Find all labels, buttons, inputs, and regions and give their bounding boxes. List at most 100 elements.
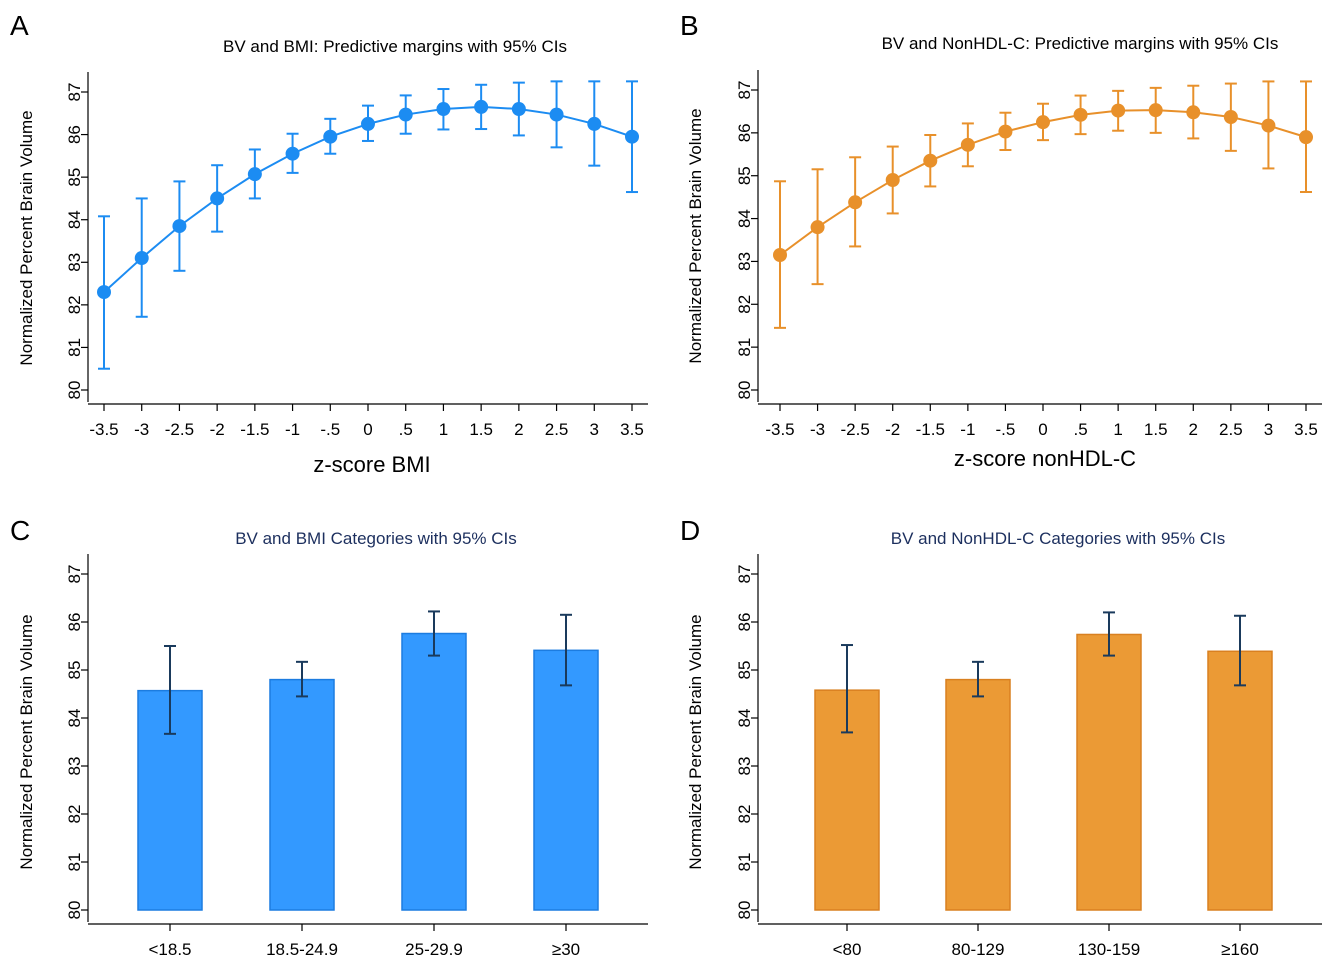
chart-b-xtick-label: -.5 (996, 420, 1016, 439)
chart-b-ytick-label: 83 (735, 252, 754, 271)
chart-a-point (511, 102, 526, 117)
chart-b-xtick-label: -2 (885, 420, 900, 439)
panel-letter-c: C (10, 515, 30, 546)
chart-c-ytick-label: 80 (65, 901, 84, 920)
chart-a-point (474, 99, 489, 114)
chart-b-point (1261, 118, 1276, 133)
chart-d-ytick-label: 84 (735, 709, 754, 728)
chart-b-xtick-label: 1 (1113, 420, 1122, 439)
chart-a-point (172, 219, 187, 234)
chart-d-plot: 80 81 82 83 84 85 86 87 <80 80-129 130-159 ≥160 (735, 554, 1322, 959)
chart-b-point (810, 220, 825, 235)
chart-a-xtick-label: -.5 (320, 420, 340, 439)
chart-a-ytick-label: 83 (65, 253, 84, 272)
chart-b-ytick-label: 85 (735, 166, 754, 185)
chart-a-xtick-label: .5 (399, 420, 413, 439)
chart-b-point (1223, 110, 1238, 124)
chart-c-ytick-label: 87 (65, 565, 84, 584)
chart-d-bar (1076, 633, 1142, 911)
chart-c-ytick-label: 82 (65, 805, 84, 824)
chart-b-point (923, 153, 938, 168)
chart-b-plot: 80 81 82 83 84 85 86 87 -3.5 -3 -2.5 -2 -1.5 -1 -.5 0 .5… (735, 70, 1322, 439)
chart-a-ytick-label: 82 (65, 295, 84, 314)
chart-a-xlabel: z-score BMI (313, 452, 430, 477)
chart-a-xtick-label: -3.5 (89, 420, 118, 439)
chart-a-ytick-label: 81 (65, 338, 84, 357)
chart-c-plot: 80 81 82 83 84 85 86 87 <18.5 18.5-24.9 25-29.9 ≥30 (65, 554, 648, 959)
chart-a-xtick-label: 1.5 (469, 420, 493, 439)
chart-b-ytick-label: 84 (735, 209, 754, 228)
chart-a-xtick-label: 3.5 (620, 420, 644, 439)
chart-d-ylabel: Normalized Percent Brain Volume (686, 614, 705, 869)
chart-b-xtick-label: -3 (810, 420, 825, 439)
chart-a-xtick-label: -2.5 (165, 420, 194, 439)
chart-d-ytick-label: 85 (735, 661, 754, 680)
chart-a-xtick-label: -3 (134, 420, 149, 439)
chart-d-category-label: ≥160 (1221, 940, 1259, 959)
chart-c-category-label: <18.5 (148, 940, 191, 959)
chart-c-ytick-label: 86 (65, 613, 84, 632)
chart-b-point (998, 124, 1013, 139)
chart-b-xtick-label: 2 (1189, 420, 1198, 439)
chart-a-xtick-label: 2.5 (545, 420, 569, 439)
chart-b-point (1111, 103, 1126, 118)
chart-c-ytick-label: 84 (65, 709, 84, 728)
chart-c-category-label: 25-29.9 (405, 940, 463, 959)
chart-d-category-label: 80-129 (952, 940, 1005, 959)
chart-a-point (361, 116, 375, 131)
panel-letter-b: B (680, 10, 699, 41)
chart-a-xtick-label: 2 (514, 420, 523, 439)
chart-b-xtick-label: 2.5 (1219, 420, 1243, 439)
chart-c-ytick-label: 83 (65, 757, 84, 776)
chart-b-ytick-label: 86 (735, 123, 754, 142)
chart-b-ytick-label: 81 (735, 338, 754, 357)
chart-a-ytick-label: 80 (65, 381, 84, 400)
chart-a-point (323, 129, 338, 144)
chart-b-xlabel: z-score nonHDL-C (954, 446, 1136, 471)
chart-b-point (848, 195, 863, 210)
chart-c-bar (533, 649, 599, 911)
chart-b-point (885, 173, 900, 187)
panel-letter-a: A (10, 10, 29, 41)
chart-a-point (97, 285, 111, 300)
chart-b-ylabel: Normalized Percent Brain Volume (686, 108, 705, 363)
chart-d-ytick-label: 81 (735, 853, 754, 872)
chart-a-ytick-label: 85 (65, 168, 84, 187)
chart-a-xtick-label: -2 (210, 420, 225, 439)
chart-a-point (549, 107, 564, 122)
chart-a-title: BV and BMI: Predictive margins with 95% … (223, 37, 567, 56)
chart-b-xtick-label: 0 (1038, 420, 1047, 439)
chart-b-xtick-label: .5 (1073, 420, 1087, 439)
chart-d-ytick-label: 87 (735, 565, 754, 584)
chart-b-xtick-label: 3 (1264, 420, 1273, 439)
chart-d-bar (1207, 650, 1273, 911)
chart-a-point (134, 251, 149, 266)
chart-b-ytick-label: 87 (735, 81, 754, 100)
chart-b-point (960, 137, 975, 152)
chart-a-xtick-label: -1.5 (240, 420, 269, 439)
chart-b-ytick-label: 80 (735, 381, 754, 400)
chart-b-title: BV and NonHDL-C: Predictive margins with… (882, 34, 1279, 53)
chart-b-point (1036, 115, 1050, 130)
chart-a-plot: 80 81 82 83 84 85 86 87 -3.5 -3 -2.5 -2 -1.5 -1 -.5 0 .5… (65, 72, 648, 439)
chart-b-point (1186, 105, 1201, 120)
chart-b-xtick-label: 1.5 (1144, 420, 1168, 439)
chart-b-point (1299, 130, 1313, 145)
chart-a-ytick-label: 84 (65, 210, 84, 229)
chart-a-point (285, 146, 300, 161)
chart-b-xtick-label: -1.5 (916, 420, 945, 439)
chart-b-xtick-label: -1 (960, 420, 975, 439)
chart-b-xtick-label: -3.5 (765, 420, 794, 439)
chart-a-point (436, 102, 451, 117)
chart-c-bar (269, 678, 335, 911)
chart-c-bar (401, 632, 467, 911)
chart-d-bar (945, 678, 1011, 911)
chart-a-xtick-label: 1 (439, 420, 448, 439)
chart-a-point (587, 116, 602, 131)
chart-a-ylabel: Normalized Percent Brain Volume (17, 110, 36, 365)
chart-b-xtick-label: 3.5 (1294, 420, 1318, 439)
chart-a-xtick-label: 3 (590, 420, 599, 439)
panel-letter-d: D (680, 515, 700, 546)
chart-d-category-label: <80 (833, 940, 862, 959)
